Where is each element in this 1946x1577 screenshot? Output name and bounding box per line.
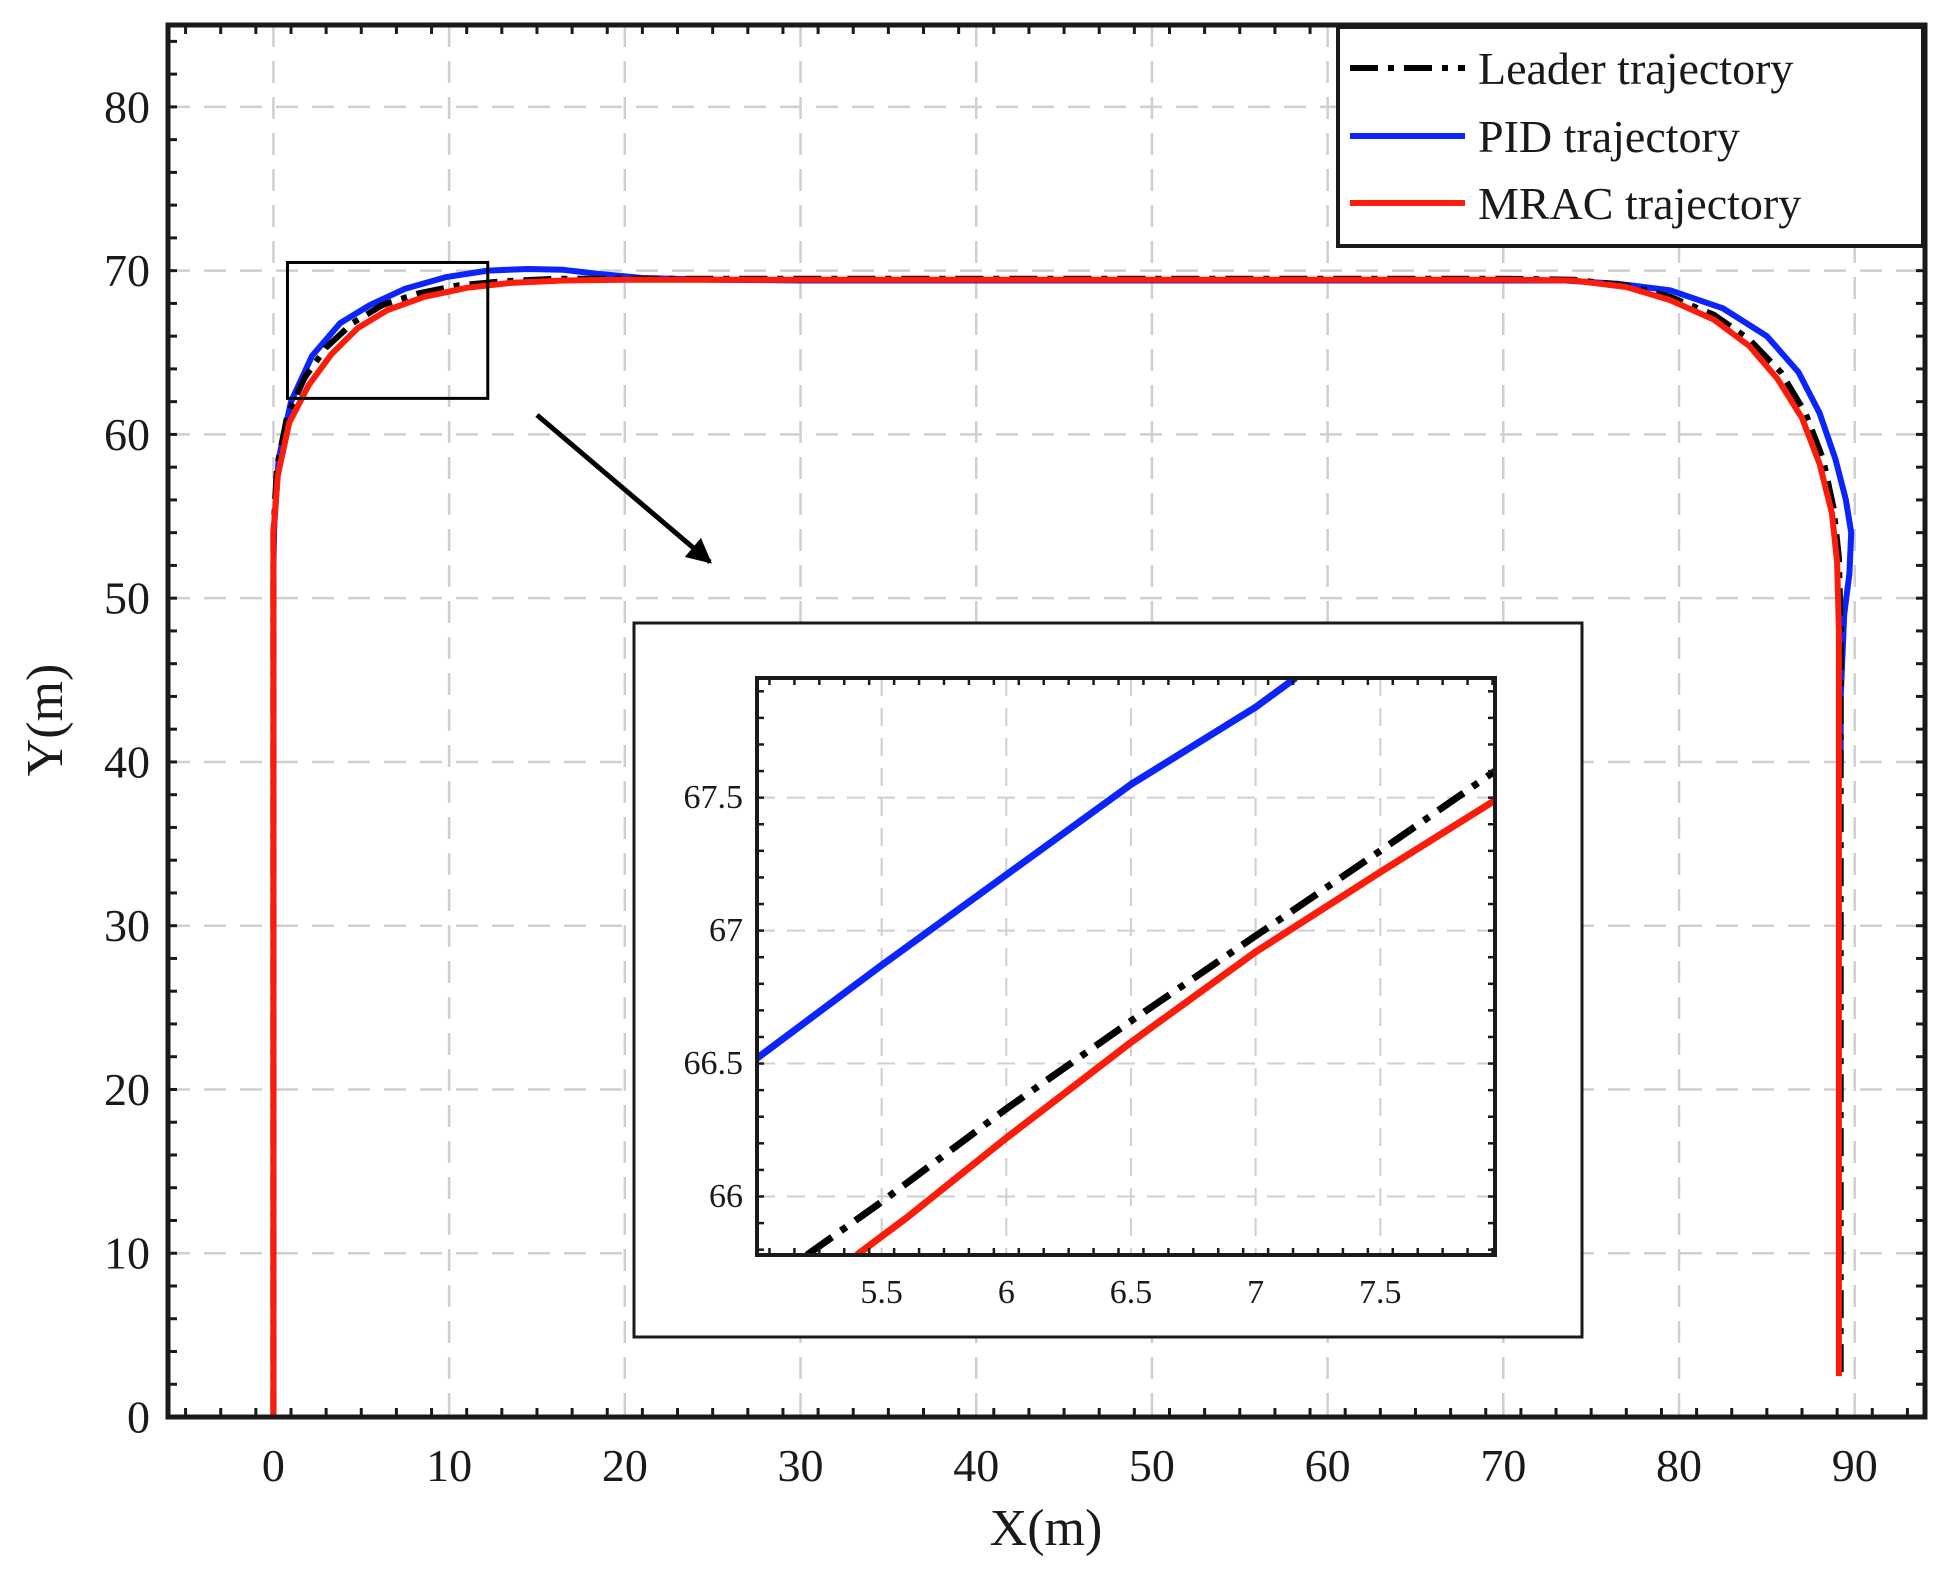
- inset-series-pid-trajectory: [757, 678, 1298, 1062]
- inset-plot-area: [757, 678, 1495, 1255]
- y-tick-label: 50: [104, 573, 150, 624]
- series-leader-trajectory: [270, 275, 1844, 1417]
- y-tick-label: 60: [104, 409, 150, 460]
- legend-label-leader: Leader trajectory: [1478, 43, 1793, 94]
- y-tick-label: 20: [104, 1064, 150, 1115]
- x-tick-label: 40: [953, 1440, 999, 1491]
- inset-x-tick-label: 6: [998, 1274, 1015, 1311]
- inset-x-tick-labels: 5.5 6 6.5 7 7.5: [860, 1274, 1401, 1311]
- inset-x-tick-label: 5.5: [860, 1274, 903, 1311]
- plot-frame: [165, 22, 1928, 1420]
- y-tick-label: 80: [104, 81, 150, 132]
- inset-series-group: [757, 678, 1495, 1255]
- inset-series-mrac-trajectory: [854, 797, 1495, 1255]
- x-tick-label: 90: [1832, 1440, 1878, 1491]
- inset-y-tick-label: 66: [709, 1178, 743, 1215]
- inset-y-tick-labels: 66 66.5 67 67.5: [684, 779, 744, 1215]
- x-tick-label: 80: [1656, 1440, 1702, 1491]
- x-tick-label: 60: [1305, 1440, 1351, 1491]
- legend-entry-leader: Leader trajectory: [1350, 43, 1793, 94]
- y-axis-label: Y(m): [17, 664, 74, 777]
- inset-y-tick-label: 66.5: [684, 1045, 744, 1082]
- legend-label-pid: PID trajectory: [1478, 111, 1740, 162]
- zoom-arrow: [535, 413, 712, 564]
- y-tick-label: 0: [127, 1392, 150, 1443]
- series-mrac-trajectory: [270, 276, 1842, 1417]
- x-tick-labels: 0 10 20 30 40 50 60 70 80 90: [262, 1440, 1878, 1491]
- x-tick-label: 10: [426, 1440, 472, 1491]
- inset-x-tick-label: 7.5: [1359, 1274, 1402, 1311]
- main-series-group: [270, 266, 1855, 1417]
- inset-y-tick-label: 67: [709, 912, 743, 949]
- legend: Leader trajectory PID trajectory MRAC tr…: [1336, 25, 1925, 248]
- x-tick-label: 0: [262, 1440, 285, 1491]
- y-tick-label: 10: [104, 1228, 150, 1279]
- y-tick-label: 30: [104, 900, 150, 951]
- inset-grid: [757, 678, 1495, 1255]
- zoom-box: [285, 260, 490, 400]
- legend-entry-mrac: MRAC trajectory: [1350, 178, 1801, 229]
- inset-y-tick-label: 67.5: [684, 779, 744, 816]
- inset-series-leader-trajectory: [804, 768, 1495, 1255]
- x-tick-label: 50: [1129, 1440, 1175, 1491]
- inset-x-tick-label: 6.5: [1110, 1274, 1153, 1311]
- inset-plot-frame: [755, 676, 1497, 1257]
- legend-entry-pid: PID trajectory: [1350, 111, 1740, 162]
- x-axis-label: X(m): [990, 1500, 1103, 1557]
- x-tick-label: 20: [602, 1440, 648, 1491]
- y-tick-label: 70: [104, 245, 150, 296]
- y-tick-labels: 0 10 20 30 40 50 60 70 80: [104, 81, 150, 1442]
- y-tick-label: 40: [104, 736, 150, 787]
- x-tick-label: 30: [778, 1440, 824, 1491]
- x-tick-label: 70: [1480, 1440, 1526, 1491]
- legend-label-mrac: MRAC trajectory: [1478, 178, 1801, 229]
- inset-x-tick-label: 7: [1247, 1274, 1264, 1311]
